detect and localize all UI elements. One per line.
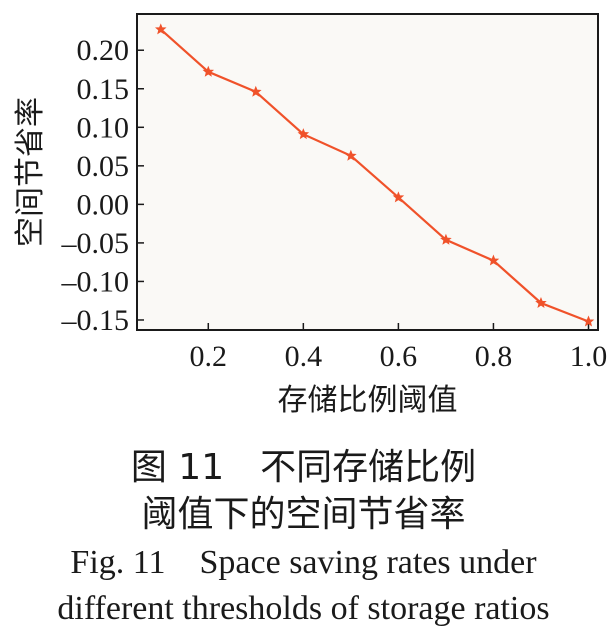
x-tick-label: 0.6 bbox=[380, 340, 418, 373]
y-tick-label: 0.15 bbox=[77, 73, 130, 106]
x-tick-label: 0.4 bbox=[285, 340, 323, 373]
y-tick-label: 0.20 bbox=[77, 34, 130, 67]
x-tick-label: 0.2 bbox=[190, 340, 228, 373]
data-point-star bbox=[345, 149, 357, 161]
data-point-star bbox=[487, 254, 500, 266]
data-point-star bbox=[202, 65, 215, 77]
y-tick-label: –0.15 bbox=[61, 304, 130, 337]
x-axis-ticks: 0.2 0.4 0.6 0.8 1.0 bbox=[190, 323, 607, 373]
y-tick-label: –0.10 bbox=[61, 265, 130, 298]
plot-frame bbox=[136, 13, 599, 331]
plot-area bbox=[137, 14, 598, 330]
caption-cn-line-1: 图 11 不同存储比例 bbox=[130, 447, 477, 488]
y-tick-label: 0.00 bbox=[77, 188, 130, 221]
x-axis-title: 存储比例阈值 bbox=[278, 383, 458, 418]
data-point-star bbox=[582, 315, 595, 327]
data-point-star bbox=[297, 128, 310, 140]
y-axis-ticks: 0.20 0.15 0.10 0.05 0.00 –0.05 –0.10 –0.15 bbox=[61, 34, 144, 337]
y-tick-label: –0.05 bbox=[61, 227, 130, 260]
data-point-star bbox=[154, 23, 167, 35]
x-tick-label: 1.0 bbox=[570, 340, 607, 373]
line-chart: 0.200.150.100.050.00–0.05–0.10–0.15 0.2 0… bbox=[13, 13, 607, 418]
data-point-star bbox=[392, 191, 405, 203]
caption-cn-line-2: 阈值下的空间节省率 bbox=[141, 494, 466, 535]
x-tick-label: 0.8 bbox=[475, 340, 513, 373]
data-point-star bbox=[535, 296, 547, 308]
caption-en-line-2: different thresholds of storage ratios bbox=[57, 590, 550, 627]
series-points bbox=[154, 23, 595, 327]
caption-en-line-1: Fig. 11 Space saving rates under bbox=[70, 544, 537, 581]
y-tick-label: 0.05 bbox=[77, 150, 130, 183]
y-axis-title: 空间节省率 bbox=[13, 97, 48, 247]
series-line bbox=[160, 28, 589, 323]
data-point-star bbox=[440, 233, 452, 245]
data-point-star bbox=[250, 85, 262, 97]
y-tick-label: 0.10 bbox=[77, 111, 130, 144]
